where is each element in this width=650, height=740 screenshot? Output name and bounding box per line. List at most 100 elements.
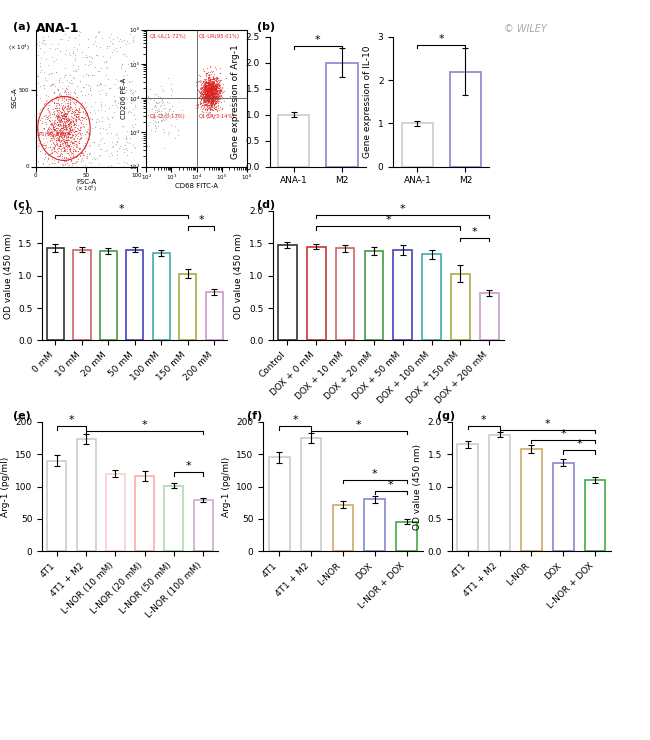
- Point: [205, 92, 215, 104]
- Point: [55, 45, 66, 57]
- Point: [55, 105, 65, 117]
- Point: [32, 70, 42, 81]
- Point: [209, 81, 220, 93]
- Point: [211, 81, 221, 93]
- Point: [42, 125, 53, 137]
- Point: [60, 86, 71, 98]
- Point: [210, 87, 220, 99]
- Point: [197, 103, 207, 115]
- Point: [198, 95, 208, 107]
- Point: [60, 121, 70, 132]
- Point: [60, 155, 71, 167]
- Point: [196, 87, 206, 98]
- Point: [86, 90, 96, 101]
- Point: [208, 78, 218, 90]
- Point: [197, 77, 207, 89]
- Point: [213, 97, 223, 109]
- Point: [54, 134, 64, 146]
- Point: [83, 41, 94, 53]
- Point: [209, 80, 219, 92]
- Point: [63, 113, 73, 125]
- Point: [207, 83, 218, 95]
- Point: [214, 78, 224, 90]
- Point: [62, 116, 72, 128]
- Point: [207, 87, 217, 98]
- Point: [58, 130, 69, 142]
- Point: [50, 125, 60, 137]
- Point: [65, 132, 75, 144]
- Point: [66, 77, 76, 89]
- Point: [203, 83, 214, 95]
- Point: [211, 90, 221, 102]
- Point: [205, 89, 216, 101]
- Point: [59, 101, 70, 113]
- Point: [71, 130, 81, 141]
- Point: [203, 85, 214, 97]
- Point: [211, 84, 222, 95]
- Point: [159, 142, 169, 154]
- Point: [68, 59, 78, 71]
- Point: [193, 84, 203, 96]
- Point: [214, 86, 224, 98]
- Point: [94, 149, 105, 161]
- Point: [211, 79, 221, 91]
- Point: [68, 151, 78, 163]
- Point: [95, 143, 105, 155]
- Point: [200, 81, 211, 93]
- Point: [204, 81, 214, 92]
- Point: [205, 71, 215, 83]
- Point: [144, 84, 155, 95]
- Point: [64, 145, 75, 157]
- Point: [204, 92, 214, 104]
- Point: [202, 87, 212, 98]
- Point: [57, 113, 67, 125]
- Point: [55, 120, 66, 132]
- Point: [156, 115, 166, 127]
- Point: [52, 112, 62, 124]
- Point: [196, 93, 206, 105]
- Point: [205, 61, 215, 73]
- Point: [209, 91, 219, 103]
- Point: [43, 112, 53, 124]
- Point: [56, 124, 66, 135]
- Point: [211, 90, 222, 102]
- Point: [60, 144, 71, 156]
- Point: [202, 90, 212, 101]
- Point: [99, 137, 109, 149]
- Point: [208, 90, 218, 101]
- Point: [205, 80, 216, 92]
- Point: [48, 104, 58, 115]
- Point: [200, 80, 210, 92]
- Point: [62, 126, 73, 138]
- Point: [161, 111, 171, 123]
- Bar: [451, 274, 470, 340]
- Point: [108, 33, 118, 45]
- Point: [151, 115, 161, 127]
- Point: [213, 77, 223, 89]
- Point: [211, 80, 222, 92]
- Point: [215, 83, 226, 95]
- Point: [157, 123, 168, 135]
- Point: [68, 116, 79, 128]
- Point: [58, 121, 68, 132]
- Point: [58, 119, 68, 131]
- Point: [55, 114, 66, 126]
- Point: [83, 127, 94, 139]
- Point: [62, 114, 72, 126]
- Point: [207, 79, 217, 91]
- Point: [206, 76, 216, 88]
- Point: [64, 123, 74, 135]
- Point: [51, 66, 62, 78]
- Point: [67, 112, 77, 124]
- Point: [34, 81, 45, 92]
- Point: [63, 106, 73, 118]
- Point: [202, 84, 212, 95]
- Point: [56, 114, 66, 126]
- Point: [200, 90, 210, 102]
- Point: [117, 121, 127, 132]
- Point: [211, 84, 222, 96]
- Point: [205, 87, 216, 99]
- Point: [49, 117, 59, 129]
- Point: [53, 104, 64, 116]
- Point: [160, 109, 170, 121]
